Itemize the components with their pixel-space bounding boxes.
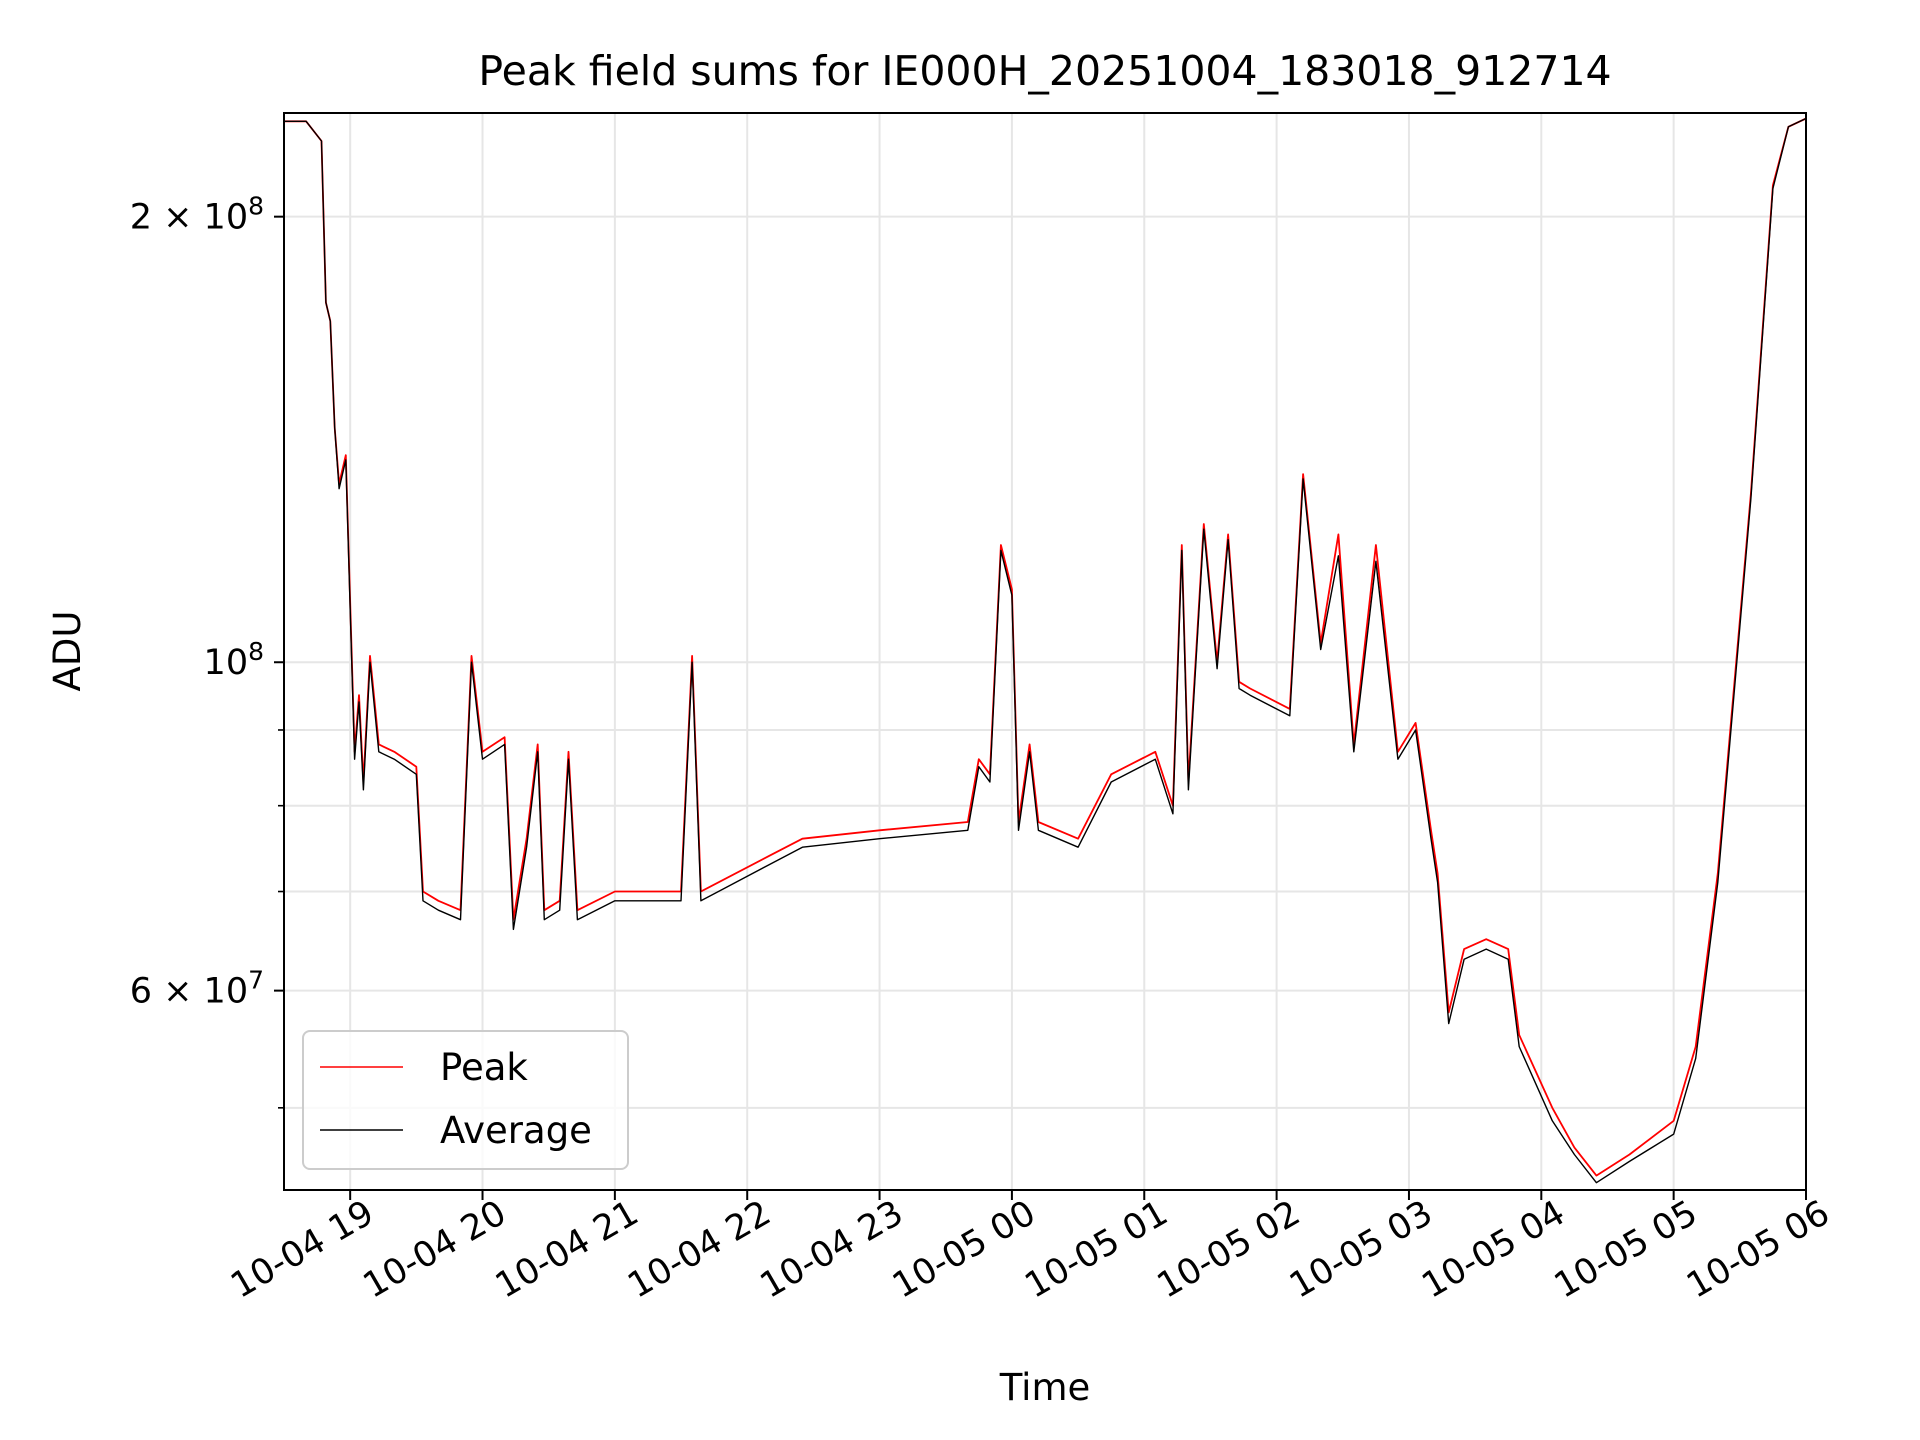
y-tick-label: 2 × 108: [130, 191, 264, 238]
y-axis: 108 2 × 108 6 × 107: [130, 191, 284, 1109]
series-layer: [284, 117, 1807, 1184]
legend: Peak Average: [302, 1030, 629, 1170]
x-axis-label: Time: [999, 1366, 1091, 1409]
plot-frame: [283, 112, 1807, 1191]
y-tick-label: 108: [204, 637, 264, 684]
chart-title: Peak field sums for IE000H_20251004_1830…: [478, 47, 1611, 95]
y-tick-label: 6 × 107: [130, 965, 264, 1012]
legend-label-peak: Peak: [440, 1046, 528, 1089]
y-axis-label: ADU: [46, 611, 89, 692]
legend-box: [302, 1030, 629, 1170]
grid: [284, 113, 1807, 1190]
legend-label-average: Average: [440, 1109, 592, 1152]
series-line-average: [284, 117, 1807, 1184]
